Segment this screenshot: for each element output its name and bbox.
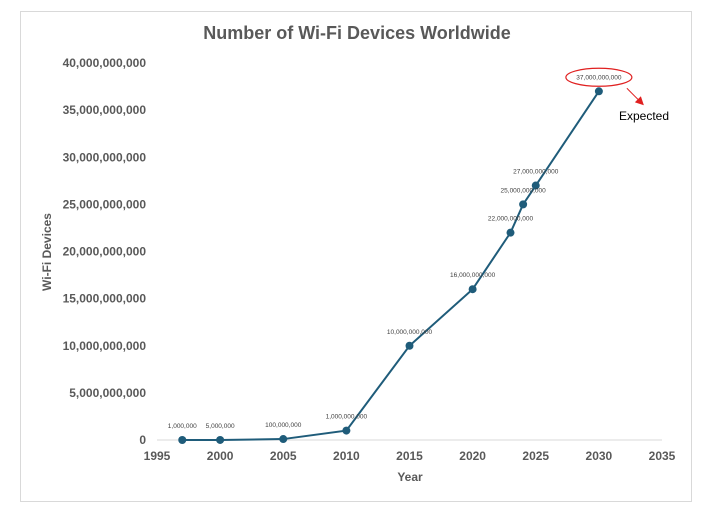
data-point	[468, 285, 477, 294]
chart-title: Number of Wi-Fi Devices Worldwide	[203, 23, 511, 43]
expected-arrow	[626, 87, 644, 106]
y-axis-label: Wi-Fi Devices	[40, 213, 54, 291]
x-axis-ticks: 1995 2000 2005 2010 2015 2020 2025 2030 2035	[144, 449, 676, 463]
data-points	[178, 87, 603, 444]
x-tick-label: 2000	[207, 449, 234, 463]
data-label: 16,000,000,000	[450, 272, 496, 279]
y-tick-label: 35,000,000,000	[63, 103, 147, 117]
series-line	[182, 90, 600, 441]
data-label: 22,000,000,000	[488, 216, 534, 223]
arrow-head	[634, 96, 644, 106]
data-label: 10,000,000,000	[387, 329, 433, 336]
data-label: 27,000,000,000	[513, 169, 559, 176]
highlight-ellipse	[565, 67, 633, 87]
data-point	[594, 87, 603, 96]
y-axis-ticks: 0 5,000,000,000 10,000,000,000 15,000,000,0…	[63, 56, 147, 447]
y-tick-label: 0	[139, 433, 146, 447]
data-label: 1,000,000	[168, 423, 197, 430]
data-label: 100,000,000	[265, 422, 302, 429]
x-tick-label: 2005	[270, 449, 297, 463]
data-point	[531, 181, 540, 190]
chart-frame	[20, 11, 692, 502]
expected-annotation: Expected	[619, 109, 669, 123]
x-tick-label: 2025	[522, 449, 549, 463]
y-tick-label: 40,000,000,000	[63, 56, 147, 70]
data-point	[279, 435, 288, 444]
data-point	[216, 435, 225, 444]
x-tick-label: 2015	[396, 449, 423, 463]
data-point	[519, 200, 528, 209]
y-tick-label: 5,000,000,000	[69, 386, 146, 400]
data-label: 37,000,000,000	[576, 74, 622, 81]
y-tick-label: 20,000,000,000	[63, 245, 147, 259]
data-label: 1,000,000,000	[326, 414, 368, 421]
data-label: 5,000,000	[206, 423, 235, 430]
x-axis-label: Year	[397, 470, 423, 484]
y-tick-label: 10,000,000,000	[63, 339, 147, 353]
x-tick-label: 2035	[649, 449, 676, 463]
y-tick-label: 15,000,000,000	[63, 292, 147, 306]
data-label: 25,000,000,000	[501, 187, 547, 194]
x-tick-label: 2020	[459, 449, 486, 463]
y-tick-label: 30,000,000,000	[63, 150, 147, 164]
data-point	[506, 228, 515, 237]
data-point	[342, 426, 351, 435]
data-labels: 1,000,000 5,000,000 100,000,000 1,000,000,0…	[168, 74, 622, 430]
x-tick-label: 1995	[144, 449, 171, 463]
y-tick-label: 25,000,000,000	[63, 197, 147, 211]
x-tick-label: 2030	[586, 449, 613, 463]
x-tick-label: 2010	[333, 449, 360, 463]
data-point	[405, 341, 414, 350]
data-point	[178, 435, 187, 444]
